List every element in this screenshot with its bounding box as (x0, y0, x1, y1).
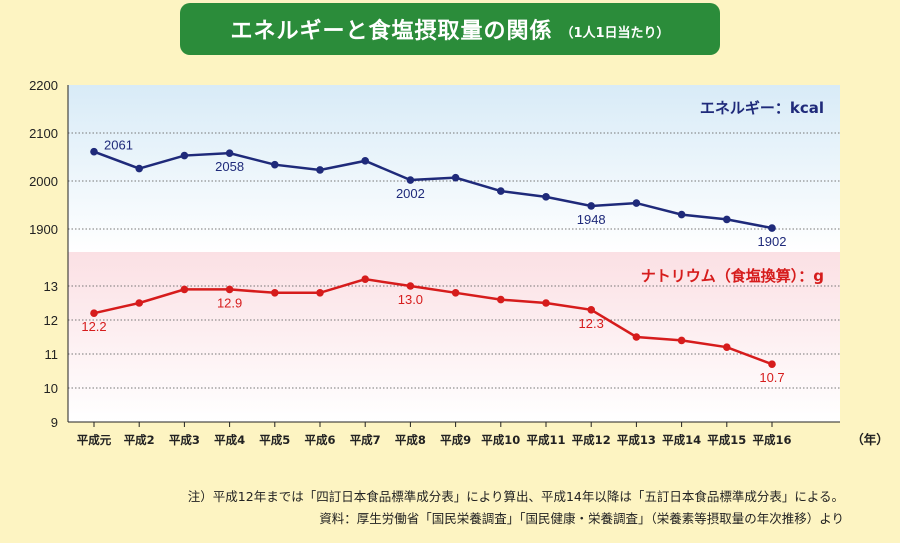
data-point (768, 360, 776, 369)
x-tick-label: 平成15 (707, 433, 746, 447)
data-point (451, 289, 460, 297)
data-point (632, 199, 641, 207)
data-point (225, 285, 234, 294)
data-point (677, 210, 686, 219)
x-tick-label: 平成12 (572, 433, 611, 447)
footnote: 注）平成12年までは「四訂日本食品標準成分表」により算出、平成14年以降は「五訂… (187, 489, 844, 504)
series-line (93, 150, 773, 230)
data-point (361, 275, 370, 284)
x-tick-label: 平成10 (481, 433, 520, 447)
data-label: 2058 (215, 159, 244, 174)
x-tick-label: 平成7 (350, 433, 381, 447)
data-point (587, 306, 595, 314)
series-name-label: ナトリウム（食塩換算）：g (641, 267, 824, 285)
x-tick-label: 平成元 (77, 433, 112, 447)
y-tick-label: 10 (44, 381, 58, 396)
x-tick-label: 平成4 (214, 433, 245, 447)
data-label: 13.0 (398, 292, 423, 307)
chart-title-banner: エネルギーと食塩摂取量の関係 （1人1日当たり） (180, 3, 720, 55)
chart-subtitle: （1人1日当たり） (560, 25, 670, 41)
data-point (542, 299, 550, 307)
data-point (135, 299, 143, 307)
x-tick-label: 平成3 (169, 433, 200, 447)
y-tick-label: 2100 (29, 126, 58, 141)
y-tick-label: 11 (45, 347, 59, 362)
data-point (316, 166, 324, 174)
chart-title: エネルギーと食塩摂取量の関係 (230, 19, 553, 44)
data-point (632, 333, 641, 341)
data-point (135, 164, 143, 173)
sodium-panel-bg (68, 252, 840, 422)
data-point (497, 295, 505, 304)
energy-panel-bg (68, 85, 840, 252)
x-tick-label: 平成16 (752, 433, 791, 447)
y-tick-label: 13 (44, 279, 58, 294)
data-point (406, 282, 415, 290)
data-point (316, 289, 324, 297)
data-label: 2061 (104, 138, 133, 153)
data-label: 2002 (396, 186, 425, 201)
data-label: 1948 (577, 212, 606, 227)
data-point (542, 193, 550, 201)
series-line (93, 277, 773, 366)
y-tick-label: 2000 (29, 174, 58, 189)
y-tick-label: 1900 (29, 222, 58, 237)
data-point (406, 176, 415, 184)
series-name-label: エネルギー：kcal (700, 99, 824, 117)
x-tick-label: 平成11 (526, 433, 565, 447)
data-point (677, 336, 686, 345)
data-point (180, 151, 189, 160)
data-point (225, 149, 234, 157)
data-point (271, 160, 279, 169)
data-point (361, 157, 370, 165)
x-tick-label: 平成13 (617, 433, 656, 447)
data-point (587, 202, 595, 210)
y-tick-label: 2200 (29, 78, 58, 93)
data-point (723, 215, 731, 224)
data-point (723, 343, 731, 352)
y-tick-label: 9 (51, 415, 58, 430)
data-point (180, 285, 189, 294)
data-point (497, 187, 505, 195)
chart: 1900 2000 2100 2200 エネルギー：kcal 2061 2058 2002 19… (29, 78, 889, 447)
x-tick-label: 平成9 (440, 433, 471, 447)
data-label: 1902 (758, 234, 787, 249)
data-point (768, 224, 776, 232)
data-label: 12.3 (579, 316, 604, 331)
data-label: 10.7 (759, 370, 784, 385)
data-label: 12.9 (217, 295, 242, 310)
x-tick-label: 平成14 (662, 433, 701, 447)
x-tick-label: 平成5 (259, 433, 290, 447)
y-tick-label: 12 (44, 313, 58, 328)
data-point (271, 289, 279, 297)
x-tick-label: 平成2 (124, 433, 155, 447)
data-point (451, 173, 460, 182)
x-tick-label: 平成8 (395, 433, 426, 447)
data-point (90, 147, 98, 156)
x-tick-label: 平成6 (304, 433, 335, 447)
x-axis-unit: （年） (851, 432, 889, 447)
source-note: 資料：厚生労働省「国民栄養調査」「国民健康・栄養調査」（栄養素等摂取量の年次推移… (319, 511, 844, 526)
data-point (90, 309, 98, 318)
data-label: 12.2 (81, 319, 106, 334)
